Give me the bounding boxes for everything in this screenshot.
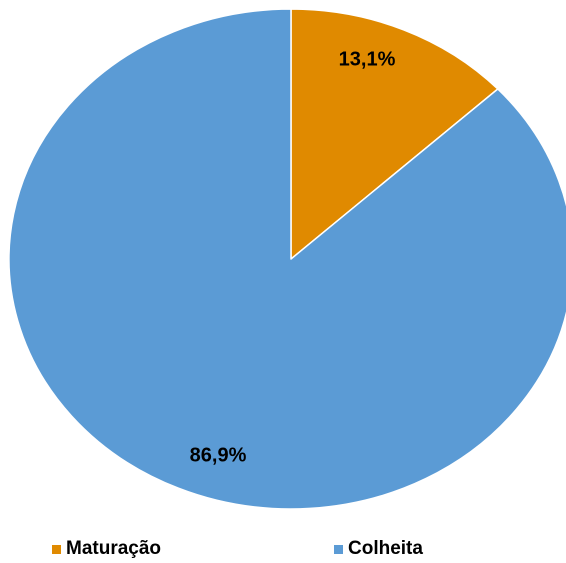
- pie-slice-maturacao: [290, 8, 499, 260]
- data-label-maturacao: 13,1%: [339, 48, 396, 70]
- legend-item-maturacao: Maturação: [52, 536, 161, 562]
- legend-label-maturacao: Maturação: [66, 538, 162, 559]
- pie-slice-colheita: [8, 8, 566, 510]
- legend-swatch-colheita: [334, 544, 343, 554]
- data-label-colheita: 86,9%: [190, 444, 247, 466]
- legend-item-colheita: Colheita: [334, 536, 423, 562]
- legend-swatch-maturacao: [52, 544, 61, 554]
- legend: Maturação Colheita: [0, 536, 566, 562]
- legend-label-colheita: Colheita: [348, 538, 423, 559]
